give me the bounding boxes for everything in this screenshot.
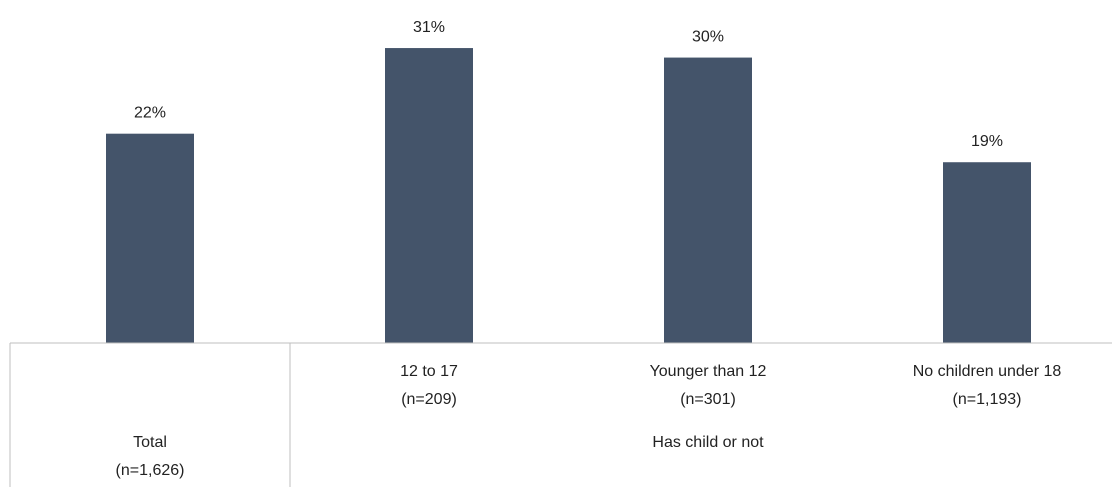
bar-no-children — [943, 162, 1031, 343]
bar-total — [106, 133, 194, 343]
bar-younger-than-12 — [664, 57, 752, 343]
category-labels-group: Total (n=1,626) 12 to 17 (n=209) Younger… — [116, 363, 1062, 479]
bars-group — [106, 48, 1031, 344]
bar-12-to-17 — [385, 48, 473, 344]
value-label-total: 22% — [134, 105, 166, 122]
category-axis — [9, 342, 1112, 487]
value-label-no-children: 19% — [971, 133, 1003, 150]
category-n-12-to-17: (n=209) — [401, 391, 457, 408]
category-label-12-to-17: 12 to 17 — [400, 363, 458, 380]
value-labels-group: 22% 31% 30% 19% — [134, 19, 1003, 150]
category-label-younger-than-12: Younger than 12 — [650, 363, 767, 380]
value-label-younger-than-12: 30% — [692, 29, 724, 46]
category-n-total: (n=1,626) — [116, 462, 185, 479]
value-label-12-to-17: 31% — [413, 19, 445, 36]
group-label-has-child: Has child or not — [652, 434, 764, 451]
category-label-total: Total — [133, 434, 167, 451]
category-label-no-children: No children under 18 — [913, 363, 1062, 380]
category-n-younger-than-12: (n=301) — [680, 391, 736, 408]
category-n-no-children: (n=1,193) — [953, 391, 1022, 408]
